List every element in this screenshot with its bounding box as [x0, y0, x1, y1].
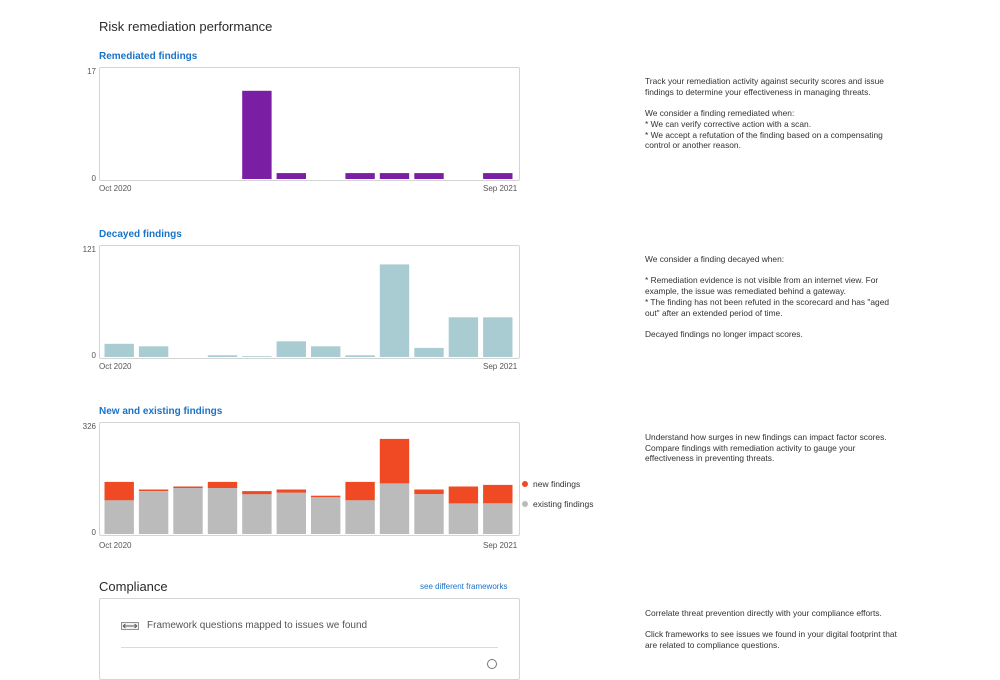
- findings-existing-bar: [345, 500, 375, 534]
- remediated-description: Track your remediation activity against …: [645, 76, 884, 151]
- remediated-y-min: 0: [91, 174, 96, 183]
- findings-existing-bar: [104, 500, 134, 534]
- findings-existing-bar: [379, 483, 410, 534]
- findings-new-bar: [311, 495, 341, 498]
- decayed-bar: [448, 317, 479, 357]
- info-icon[interactable]: [487, 659, 497, 669]
- legend-new-dot: [522, 481, 528, 487]
- remediated-bar: [379, 173, 410, 179]
- legend-existing-dot: [522, 501, 528, 507]
- findings-existing-bar: [311, 497, 341, 534]
- decayed-y-max: 121: [82, 245, 96, 254]
- new-existing-chart: [104, 438, 513, 534]
- remediated-y-max: 17: [87, 67, 96, 76]
- compliance-title: Compliance: [99, 579, 168, 594]
- decayed-bar: [379, 264, 410, 357]
- findings-new-bar: [242, 491, 272, 495]
- remediated-chart-frame: [99, 67, 520, 181]
- findings-new-bar: [173, 486, 203, 488]
- decayed-chart-frame: [99, 245, 520, 359]
- legend-existing-findings: existing findings: [522, 499, 593, 509]
- new-existing-y-min: 0: [91, 528, 96, 537]
- expand-arrows-icon: [121, 621, 139, 630]
- decayed-bar: [414, 347, 444, 357]
- remediated-bar: [483, 173, 513, 179]
- compliance-description: Correlate threat prevention directly wit…: [645, 608, 897, 651]
- decayed-y-min: 0: [91, 351, 96, 360]
- remediated-bar: [345, 173, 375, 179]
- decayed-bar: [242, 356, 272, 357]
- decayed-x-end: Sep 2021: [483, 362, 518, 371]
- decayed-bar: [207, 355, 238, 357]
- findings-existing-bar: [483, 503, 513, 534]
- findings-new-bar: [483, 484, 513, 504]
- findings-new-bar: [379, 438, 410, 484]
- findings-existing-bar: [242, 494, 272, 534]
- see-different-frameworks-link[interactable]: see different frameworks: [420, 582, 508, 591]
- decayed-bar: [345, 355, 375, 357]
- findings-existing-bar: [173, 488, 203, 534]
- remediated-chart: [242, 90, 513, 179]
- findings-new-bar: [138, 489, 169, 491]
- decayed-bar: [104, 343, 134, 357]
- decayed-chart: [104, 264, 513, 357]
- decayed-bar: [138, 346, 169, 357]
- decayed-x-start: Oct 2020: [99, 362, 132, 371]
- framework-questions-label: Framework questions mapped to issues we …: [147, 620, 368, 631]
- remediated-bar: [276, 173, 306, 179]
- findings-new-bar: [276, 489, 306, 493]
- findings-new-bar: [448, 486, 479, 504]
- findings-new-bar: [104, 481, 134, 501]
- page-title: Risk remediation performance: [99, 19, 273, 34]
- decayed-description: We consider a finding decayed when: * Re…: [645, 254, 890, 339]
- findings-existing-bar: [276, 492, 306, 534]
- legend-new-label: new findings: [533, 479, 581, 489]
- findings-new-bar: [414, 489, 444, 495]
- remediated-bar: [242, 90, 272, 179]
- remediated-bar: [414, 173, 444, 179]
- new-existing-x-end: Sep 2021: [483, 541, 518, 550]
- legend-new-findings: new findings: [522, 479, 580, 489]
- new-existing-y-max: 326: [82, 422, 96, 431]
- remediated-x-end: Sep 2021: [483, 184, 518, 193]
- findings-existing-bar: [138, 491, 169, 534]
- findings-new-bar: [207, 481, 238, 488]
- framework-questions-row[interactable]: Framework questions mapped to issues we …: [121, 620, 367, 631]
- findings-existing-bar: [414, 494, 444, 534]
- remediated-findings-title: Remediated findings: [99, 51, 198, 62]
- decayed-bar: [311, 346, 341, 357]
- compliance-divider: [121, 647, 498, 648]
- new-existing-x-start: Oct 2020: [99, 541, 132, 550]
- new-existing-chart-frame: [99, 422, 520, 536]
- new-existing-description: Understand how surges in new findings ca…: [645, 432, 889, 464]
- compliance-panel: [99, 598, 520, 680]
- findings-existing-bar: [448, 503, 479, 534]
- findings-new-bar: [345, 481, 375, 501]
- legend-existing-label: existing findings: [533, 499, 594, 509]
- decayed-bar: [483, 317, 513, 357]
- decayed-bar: [276, 341, 306, 357]
- decayed-findings-title: Decayed findings: [99, 229, 182, 240]
- remediated-x-start: Oct 2020: [99, 184, 132, 193]
- new-existing-findings-title: New and existing findings: [99, 406, 223, 417]
- findings-existing-bar: [207, 488, 238, 534]
